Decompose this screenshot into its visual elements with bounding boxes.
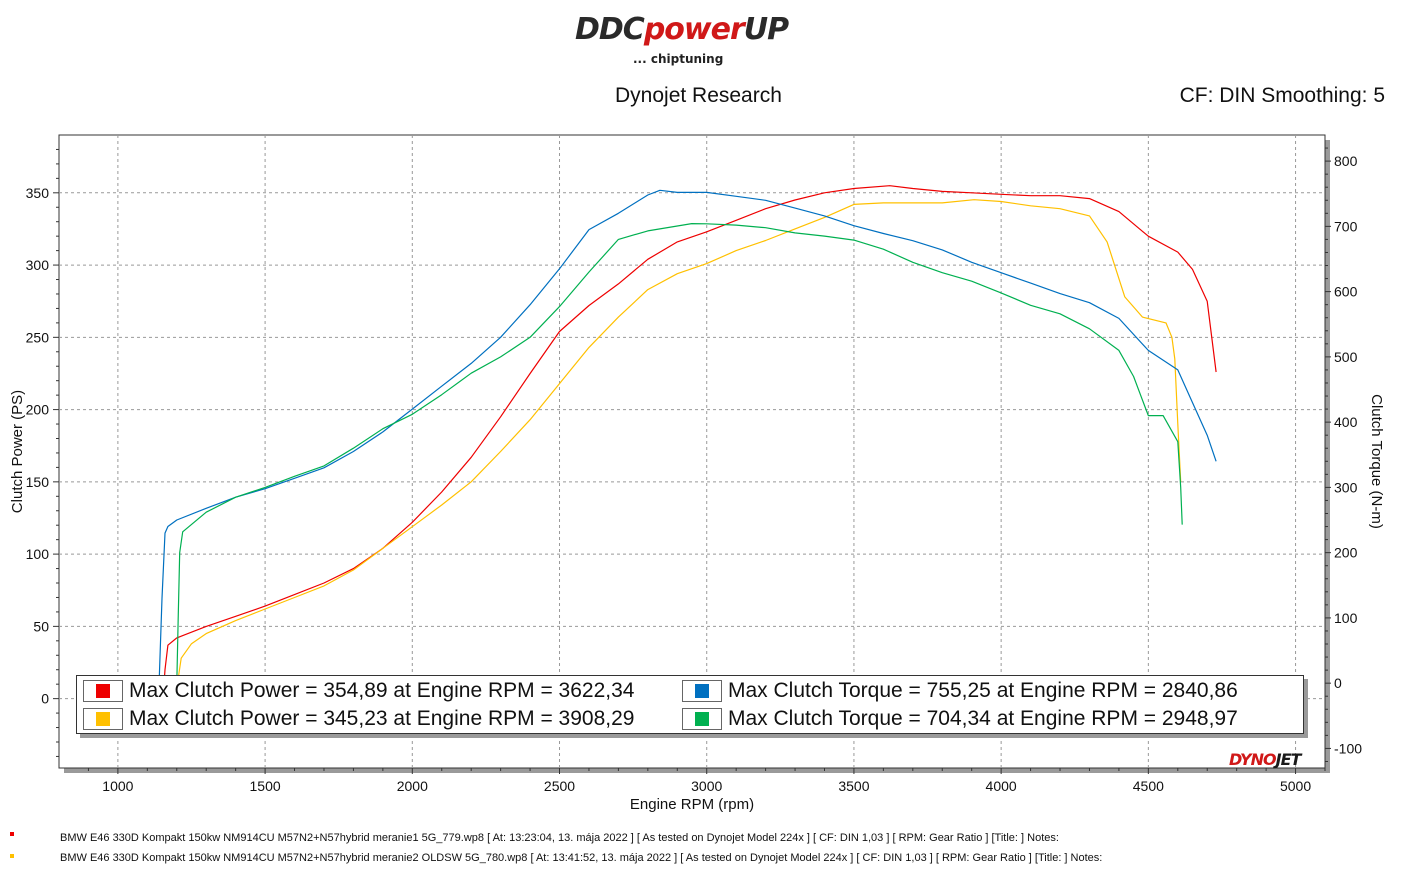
- footer-marker-yellow: [10, 854, 14, 858]
- y-left-tick-label: 150: [26, 474, 50, 490]
- power-curve-run2: [174, 199, 1182, 706]
- y-left-tick-label: 350: [26, 185, 50, 201]
- y-left-tick-label: 50: [33, 618, 49, 634]
- x-tick-label: 3500: [838, 778, 869, 794]
- y-right-tick-label: 200: [1334, 545, 1358, 561]
- yellow-square-icon: [96, 712, 110, 726]
- red-square-icon: [96, 684, 110, 698]
- y-right-tick-label: 400: [1334, 414, 1358, 430]
- legend-text: Max Clutch Power = 345,23 at Engine RPM …: [129, 707, 635, 730]
- y-left-axis-label: Clutch Power (PS): [9, 390, 26, 513]
- legend-swatch-yellow: [83, 708, 123, 730]
- x-tick-label: 1000: [102, 778, 133, 794]
- y-left-tick-label: 250: [26, 329, 50, 345]
- y-left-tick-label: 300: [26, 257, 50, 273]
- dynojet-logo: DYNOJET: [1229, 750, 1301, 769]
- legend-entry-power-1: Max Clutch Power = 354,89 at Engine RPM …: [83, 677, 634, 705]
- legend-text: Max Clutch Torque = 704,34 at Engine RPM…: [728, 707, 1238, 730]
- x-tick-label: 2500: [544, 778, 575, 794]
- legend-swatch-green: [682, 708, 722, 730]
- x-tick-label: 2000: [397, 778, 428, 794]
- x-tick-label: 3000: [691, 778, 722, 794]
- plot-area: [58, 134, 1326, 769]
- y-right-tick-label: -100: [1334, 740, 1362, 756]
- green-square-icon: [695, 712, 709, 726]
- x-tick-label: 5000: [1280, 778, 1311, 794]
- y-right-tick-label: 100: [1334, 610, 1358, 626]
- ddc-powerup-logo: DDCpowerUP ... chiptuning: [575, 12, 835, 72]
- x-tick-label: 1500: [250, 778, 281, 794]
- legend-entry-torque-2: Max Clutch Torque = 704,34 at Engine RPM…: [682, 705, 1238, 733]
- y-right-tick-label: 800: [1334, 153, 1358, 169]
- y-right-tick-label: 700: [1334, 218, 1358, 234]
- footer-marker-red: [10, 832, 14, 836]
- power-curve-run1: [161, 185, 1217, 714]
- x-tick-label: 4000: [986, 778, 1017, 794]
- y-left-tick-label: 200: [26, 402, 50, 418]
- page-title: Dynojet Research: [615, 84, 782, 107]
- y-right-tick-label: 300: [1334, 479, 1358, 495]
- legend-entry-power-2: Max Clutch Power = 345,23 at Engine RPM …: [83, 705, 634, 733]
- torque-curve-run1: [158, 189, 1217, 684]
- torque-curve-run2: [176, 223, 1183, 684]
- x-tick-label: 4500: [1133, 778, 1164, 794]
- run-info-1: BMW E46 330D Kompakt 150kw NM914CU M57N2…: [60, 832, 1059, 844]
- correction-factor-label: CF: DIN Smoothing: 5: [1179, 84, 1385, 107]
- legend-swatch-blue: [682, 680, 722, 702]
- run-info-2: BMW E46 330D Kompakt 150kw NM914CU M57N2…: [60, 852, 1103, 864]
- y-left-tick-label: 100: [26, 546, 50, 562]
- legend-entry-torque-1: Max Clutch Torque = 755,25 at Engine RPM…: [682, 677, 1238, 705]
- y-right-tick-label: 0: [1334, 675, 1342, 691]
- legend-text: Max Clutch Power = 354,89 at Engine RPM …: [129, 679, 635, 702]
- legend-text: Max Clutch Torque = 755,25 at Engine RPM…: [728, 679, 1238, 702]
- blue-square-icon: [695, 684, 709, 698]
- logo-subtitle: ... chiptuning: [633, 52, 724, 66]
- y-right-axis-label: Clutch Torque (N-m): [1368, 394, 1385, 529]
- chart-legend: Max Clutch Power = 354,89 at Engine RPM …: [76, 675, 1304, 734]
- y-right-tick-label: 500: [1334, 349, 1358, 365]
- x-axis-label: Engine RPM (rpm): [630, 796, 754, 813]
- logo-wordmark: DDCpowerUP: [575, 12, 789, 47]
- legend-swatch-red: [83, 680, 123, 702]
- y-left-tick-label: 0: [41, 691, 49, 707]
- y-right-tick-label: 600: [1334, 284, 1358, 300]
